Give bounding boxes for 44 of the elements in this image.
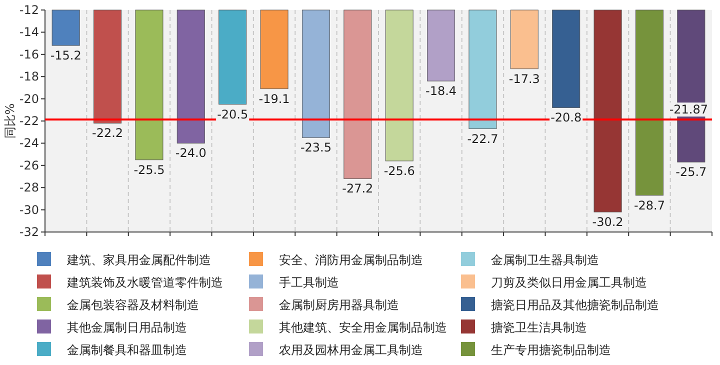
ref-line-label: -21.87 xyxy=(669,102,708,117)
legend-label: 农用及园林用金属工具制造 xyxy=(279,343,423,357)
legend-label: 搪瓷日用品及其他搪瓷制品制造 xyxy=(491,298,659,312)
legend-label: 金属制厨房用器具制造 xyxy=(279,298,399,312)
y-tick-label: -18 xyxy=(19,70,39,84)
legend-label: 其他建筑、安全用金属制品制造 xyxy=(279,320,447,334)
y-tick-label: -16 xyxy=(19,47,39,62)
data-label: -30.2 xyxy=(592,215,624,230)
data-label: -27.2 xyxy=(342,182,374,196)
y-tick-label: -12 xyxy=(19,3,39,17)
y-tick-label: -28 xyxy=(19,180,39,195)
data-label: -18.4 xyxy=(426,84,457,98)
y-tick-label: -22 xyxy=(19,114,39,128)
y-tick-label: -30 xyxy=(19,202,39,217)
y-tick-label: -20 xyxy=(19,92,39,106)
y-tick-label: -32 xyxy=(19,225,39,239)
data-label: -15.2 xyxy=(50,48,82,63)
data-label: -22.2 xyxy=(92,126,124,140)
legend-label: 金属制餐具和器皿制造 xyxy=(67,343,187,357)
data-label: -17.3 xyxy=(508,72,540,86)
data-label: -24.0 xyxy=(175,146,206,160)
legend-label: 搪瓷卫生洁具制造 xyxy=(491,320,587,334)
data-label: -19.1 xyxy=(258,92,290,106)
data-label: -22.7 xyxy=(467,132,498,146)
legend-label: 金属包装容器及材料制造 xyxy=(67,298,199,312)
legend-label: 建筑、家具用金属配件制造 xyxy=(66,253,211,267)
y-tick-label: -14 xyxy=(19,25,39,40)
legend-label: 建筑装饰及水暖管道零件制造 xyxy=(66,276,223,290)
legend-label: 生产专用搪瓷制品制造 xyxy=(491,343,611,357)
data-label: -23.5 xyxy=(300,140,332,155)
legend-label: 刀剪及类似日用金属工具制造 xyxy=(491,276,647,290)
legend-label: 手工具制造 xyxy=(279,276,339,290)
y-tick-label: -26 xyxy=(19,158,39,172)
data-label: -25.5 xyxy=(134,162,165,177)
legend-label: 安全、消防用金属制品制造 xyxy=(279,253,423,267)
data-label: -25.6 xyxy=(384,164,415,178)
y-tick-label: -24 xyxy=(19,136,39,150)
data-label: -28.7 xyxy=(634,198,665,212)
y-axis-title: 同比% xyxy=(3,103,17,139)
data-label: -25.7 xyxy=(676,165,707,180)
data-label: -20.5 xyxy=(217,107,248,122)
data-label: -20.8 xyxy=(550,110,582,125)
legend-label: 金属制卫生器具制造 xyxy=(491,253,599,267)
legend-label: 其他金属制日用品制造 xyxy=(67,320,187,334)
